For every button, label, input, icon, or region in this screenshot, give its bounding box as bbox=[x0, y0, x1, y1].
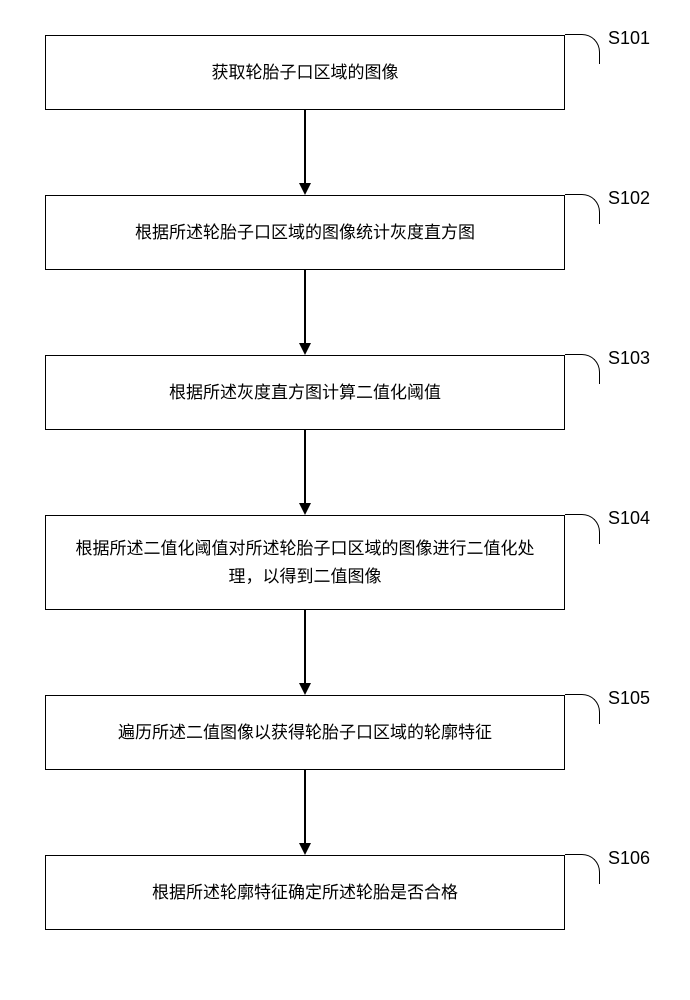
flowchart-container: 获取轮胎子口区域的图像 S101 根据所述轮胎子口区域的图像统计灰度直方图 S1… bbox=[0, 0, 690, 1000]
step-box-s104: 根据所述二值化阈值对所述轮胎子口区域的图像进行二值化处理，以得到二值图像 bbox=[45, 515, 565, 610]
step-text: 根据所述二值化阈值对所述轮胎子口区域的图像进行二值化处理，以得到二值图像 bbox=[62, 535, 548, 589]
step-label-s103: S103 bbox=[608, 348, 650, 369]
connector-arrow bbox=[304, 770, 306, 843]
step-box-s101: 获取轮胎子口区域的图像 bbox=[45, 35, 565, 110]
step-label-s106: S106 bbox=[608, 848, 650, 869]
step-box-s106: 根据所述轮廓特征确定所述轮胎是否合格 bbox=[45, 855, 565, 930]
step-box-s103: 根据所述灰度直方图计算二值化阈值 bbox=[45, 355, 565, 430]
label-connector-s106 bbox=[565, 854, 600, 884]
arrow-head-icon bbox=[299, 843, 311, 855]
step-text: 遍历所述二值图像以获得轮胎子口区域的轮廓特征 bbox=[118, 719, 492, 746]
step-box-s105: 遍历所述二值图像以获得轮胎子口区域的轮廓特征 bbox=[45, 695, 565, 770]
step-label-s101: S101 bbox=[608, 28, 650, 49]
connector-arrow bbox=[304, 610, 306, 683]
label-connector-s104 bbox=[565, 514, 600, 544]
step-label-s104: S104 bbox=[608, 508, 650, 529]
arrow-head-icon bbox=[299, 683, 311, 695]
connector-arrow bbox=[304, 430, 306, 503]
step-label-s102: S102 bbox=[608, 188, 650, 209]
step-label-s105: S105 bbox=[608, 688, 650, 709]
label-connector-s101 bbox=[565, 34, 600, 64]
label-connector-s103 bbox=[565, 354, 600, 384]
label-connector-s105 bbox=[565, 694, 600, 724]
label-connector-s102 bbox=[565, 194, 600, 224]
arrow-head-icon bbox=[299, 503, 311, 515]
step-text: 根据所述轮廓特征确定所述轮胎是否合格 bbox=[152, 879, 458, 906]
step-text: 获取轮胎子口区域的图像 bbox=[212, 59, 399, 86]
connector-arrow bbox=[304, 270, 306, 343]
arrow-head-icon bbox=[299, 343, 311, 355]
connector-arrow bbox=[304, 110, 306, 183]
arrow-head-icon bbox=[299, 183, 311, 195]
step-text: 根据所述灰度直方图计算二值化阈值 bbox=[169, 379, 441, 406]
step-box-s102: 根据所述轮胎子口区域的图像统计灰度直方图 bbox=[45, 195, 565, 270]
step-text: 根据所述轮胎子口区域的图像统计灰度直方图 bbox=[135, 219, 475, 246]
